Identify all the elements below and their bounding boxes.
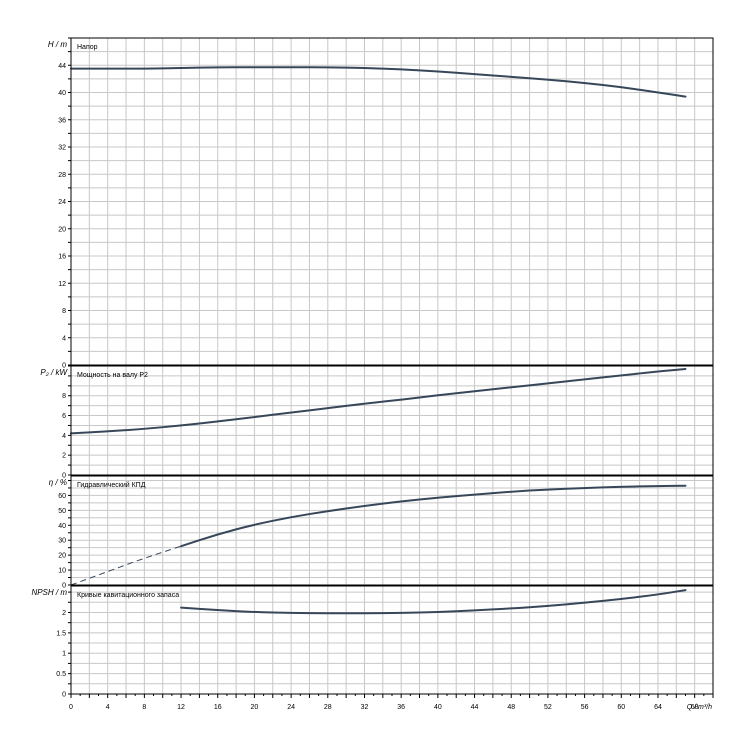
npsh-panel-title: Кривые кавитационного запаса (77, 592, 179, 599)
x-tick-label: 24 (287, 704, 295, 711)
x-tick-label: 44 (471, 704, 479, 711)
head-y-tick-label: 40 (58, 90, 66, 97)
head-y-tick-label: 32 (58, 145, 66, 152)
head-y-tick-label: 44 (58, 63, 66, 70)
head-y-tick-label: 4 (62, 335, 66, 342)
x-tick-label: 52 (544, 704, 552, 711)
efficiency-panel-frame (70, 475, 714, 586)
curve-layer (70, 66, 687, 615)
efficiency-y-tick-label: 40 (58, 523, 66, 530)
power-panel-title: Мощность на валу P2 (77, 372, 148, 379)
head-y-tick-label: 36 (58, 117, 66, 124)
npsh-y-axis-label: NPSH / m (31, 588, 67, 597)
x-tick-label: 60 (617, 704, 625, 711)
power-y-axis-label: P₂ / kW (40, 368, 68, 377)
head-y-tick-label: 28 (58, 172, 66, 179)
head-y-tick-label: 16 (58, 254, 66, 261)
power-y-tick-label: 2 (62, 453, 66, 460)
x-tick-label: 4 (106, 704, 110, 711)
x-tick-label: 32 (361, 704, 369, 711)
x-tick-label: 68 (691, 704, 699, 711)
efficiency-series-0-curve (70, 545, 182, 586)
npsh-y-tick-label: 2 (62, 610, 66, 617)
x-tick-label: 36 (397, 704, 405, 711)
npsh-y-tick-label: 1 (62, 651, 66, 658)
x-tick-label: 20 (251, 704, 259, 711)
efficiency-y-tick-label: 0 (62, 583, 66, 590)
npsh-y-tick-label: 1.5 (56, 630, 66, 637)
x-tick-label: 16 (214, 704, 222, 711)
npsh-series-0-curve (180, 589, 687, 615)
efficiency-y-tick-label: 10 (58, 568, 66, 575)
x-tick-label: 40 (434, 704, 442, 711)
power-y-tick-label: 6 (62, 413, 66, 420)
x-axis-label: Q / m³/h (687, 704, 712, 711)
efficiency-y-tick-label: 60 (58, 493, 66, 500)
power-y-tick-label: 0 (62, 473, 66, 480)
efficiency-y-axis-label: η / % (49, 478, 67, 487)
efficiency-y-tick-label: 20 (58, 553, 66, 560)
power-series-0-curve (70, 367, 687, 435)
x-tick-label: 56 (581, 704, 589, 711)
efficiency-y-tick-label: 50 (58, 508, 66, 515)
frame-layer (68, 37, 714, 698)
head-y-tick-label: 24 (58, 199, 66, 206)
npsh-y-tick-label: 0 (62, 692, 66, 699)
head-y-tick-label: 12 (58, 281, 66, 288)
x-tick-label: 0 (69, 704, 73, 711)
power-y-tick-label: 4 (62, 433, 66, 440)
head-panel-frame (70, 37, 714, 366)
head-panel-title: Напор (77, 44, 98, 51)
head-y-axis-label: H / m (48, 40, 67, 49)
power-y-tick-label: 8 (62, 393, 66, 400)
power-panel-frame (70, 365, 714, 476)
npsh-y-tick-label: 0.5 (56, 671, 66, 678)
x-tick-label: 48 (507, 704, 515, 711)
efficiency-panel-title: Гидравлический КПД (77, 481, 146, 489)
x-tick-label: 64 (654, 704, 662, 711)
head-y-tick-label: 0 (62, 363, 66, 370)
efficiency-y-tick-label: 30 (58, 538, 66, 545)
head-y-tick-label: 20 (58, 226, 66, 233)
efficiency-series-1-curve (180, 484, 687, 548)
head-y-tick-label: 8 (62, 308, 66, 315)
x-tick-label: 8 (142, 704, 146, 711)
x-tick-label: 28 (324, 704, 332, 711)
head-series-0-curve (70, 66, 687, 98)
x-tick-label: 12 (177, 704, 185, 711)
